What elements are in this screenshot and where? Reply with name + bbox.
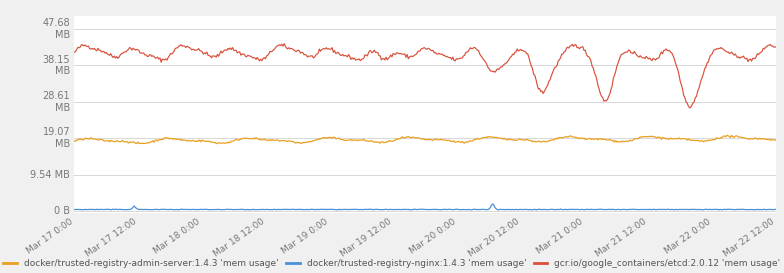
Legend: docker/trusted-registry-admin-server:1.4.3 'mem usage', docker/trusted-registry-: docker/trusted-registry-admin-server:1.4… bbox=[3, 259, 781, 268]
